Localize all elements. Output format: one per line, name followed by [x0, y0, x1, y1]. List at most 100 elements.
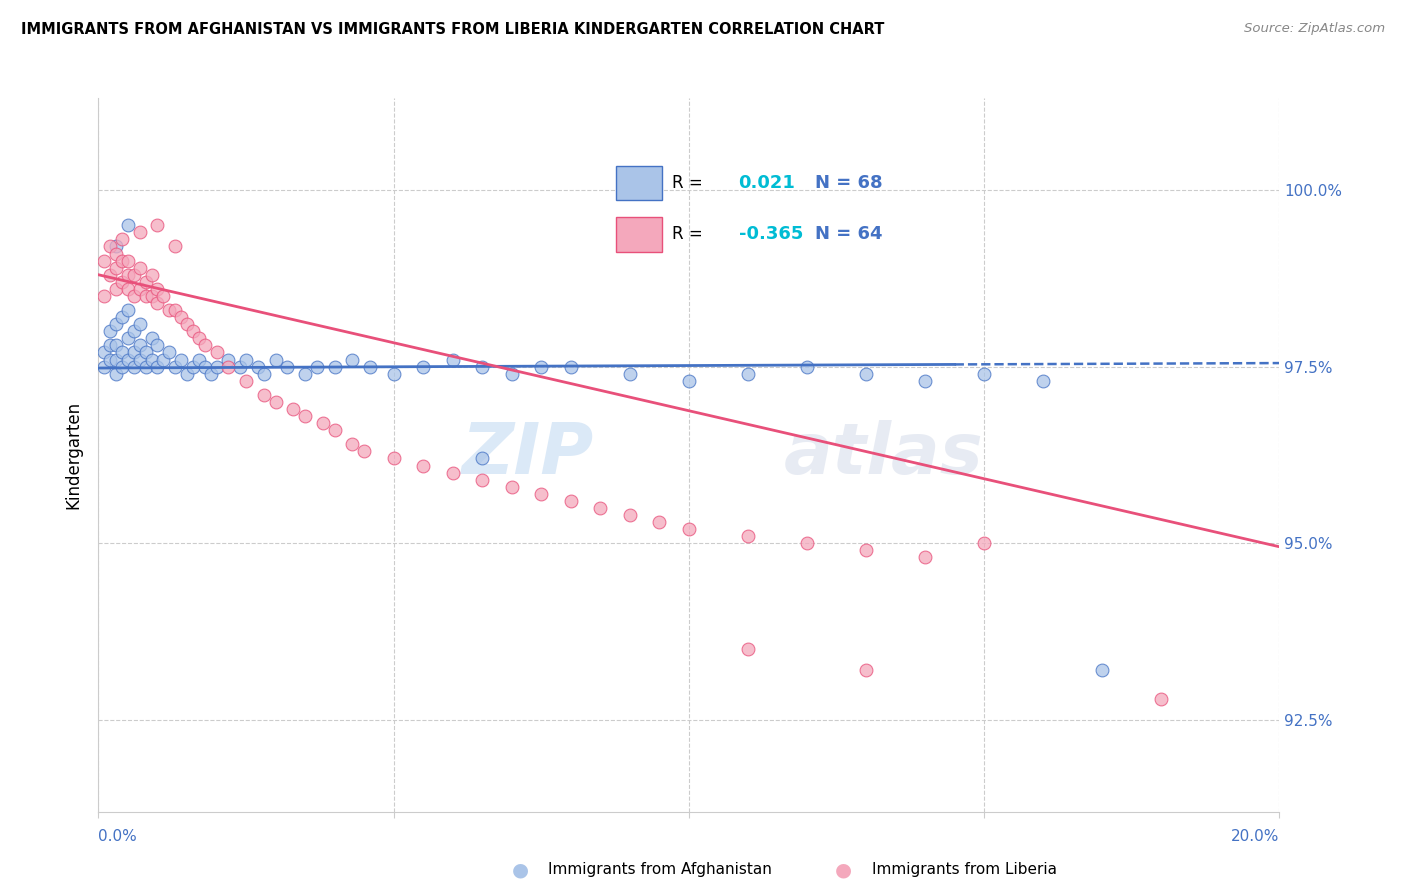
Point — [312, 416, 335, 430]
Point — [187, 352, 209, 367]
Point — [122, 268, 145, 282]
Point — [353, 444, 375, 458]
Point — [471, 451, 494, 466]
Point — [98, 268, 121, 282]
Point — [105, 338, 128, 352]
Point — [93, 289, 115, 303]
Point — [128, 260, 150, 275]
Point — [122, 345, 145, 359]
Text: ZIP: ZIP — [463, 420, 595, 490]
Point — [323, 359, 346, 374]
Point — [176, 367, 198, 381]
Point — [412, 359, 434, 374]
Point — [530, 487, 553, 501]
Point — [855, 543, 877, 558]
Point — [217, 352, 239, 367]
Point — [117, 253, 139, 268]
Point — [117, 219, 139, 233]
Point — [1091, 664, 1114, 678]
Point — [105, 282, 128, 296]
Point — [276, 359, 298, 374]
Point — [796, 536, 818, 550]
Point — [294, 409, 316, 423]
Text: N = 68: N = 68 — [814, 174, 882, 192]
Point — [619, 508, 641, 522]
Point — [342, 437, 364, 451]
Bar — [616, 218, 662, 252]
Point — [382, 367, 405, 381]
Point — [530, 359, 553, 374]
Point — [146, 282, 169, 296]
Point — [122, 289, 145, 303]
Point — [117, 331, 139, 345]
Point — [105, 260, 128, 275]
Point — [135, 289, 157, 303]
Point — [170, 352, 193, 367]
Text: R =: R = — [672, 226, 709, 244]
Point — [235, 352, 257, 367]
Point — [98, 338, 121, 352]
Point — [176, 317, 198, 331]
Text: Source: ZipAtlas.com: Source: ZipAtlas.com — [1244, 22, 1385, 36]
Point — [141, 289, 163, 303]
Point — [105, 239, 128, 253]
Point — [141, 268, 163, 282]
Point — [135, 359, 157, 374]
Point — [105, 352, 128, 367]
Point — [501, 480, 523, 494]
Point — [441, 352, 464, 367]
Point — [146, 296, 169, 310]
Point — [560, 493, 582, 508]
Point — [170, 310, 193, 325]
Point — [194, 359, 217, 374]
Text: Immigrants from Afghanistan: Immigrants from Afghanistan — [548, 863, 772, 877]
Point — [117, 268, 139, 282]
Point — [855, 664, 877, 678]
Text: ●: ● — [512, 860, 529, 880]
Point — [128, 282, 150, 296]
Point — [146, 359, 169, 374]
Y-axis label: Kindergarten: Kindergarten — [65, 401, 83, 509]
Point — [253, 367, 276, 381]
Point — [93, 253, 115, 268]
Point — [471, 359, 494, 374]
Point — [165, 303, 187, 318]
Text: 0.021: 0.021 — [738, 174, 796, 192]
Point — [117, 282, 139, 296]
Point — [157, 303, 180, 318]
Point — [117, 303, 139, 318]
Point — [135, 275, 157, 289]
Point — [141, 352, 163, 367]
Point — [678, 522, 700, 536]
Point — [93, 359, 115, 374]
Point — [111, 359, 134, 374]
Point — [359, 359, 381, 374]
Point — [229, 359, 252, 374]
Point — [105, 317, 128, 331]
Point — [128, 352, 150, 367]
Point — [128, 317, 150, 331]
Point — [342, 352, 364, 367]
Point — [111, 310, 134, 325]
Bar — [616, 166, 662, 200]
Point — [111, 345, 134, 359]
Point — [264, 352, 287, 367]
Text: R =: R = — [672, 174, 709, 192]
Point — [589, 500, 612, 515]
Point — [181, 324, 204, 338]
Point — [737, 642, 759, 657]
Point — [205, 345, 228, 359]
Point — [98, 324, 121, 338]
Text: IMMIGRANTS FROM AFGHANISTAN VS IMMIGRANTS FROM LIBERIA KINDERGARTEN CORRELATION : IMMIGRANTS FROM AFGHANISTAN VS IMMIGRANT… — [21, 22, 884, 37]
Point — [105, 246, 128, 260]
Point — [152, 289, 174, 303]
Point — [441, 466, 464, 480]
Point — [796, 359, 818, 374]
Point — [855, 367, 877, 381]
Point — [501, 367, 523, 381]
Point — [382, 451, 405, 466]
Point — [235, 374, 257, 388]
Point — [117, 352, 139, 367]
Point — [122, 359, 145, 374]
Text: 20.0%: 20.0% — [1232, 830, 1279, 845]
